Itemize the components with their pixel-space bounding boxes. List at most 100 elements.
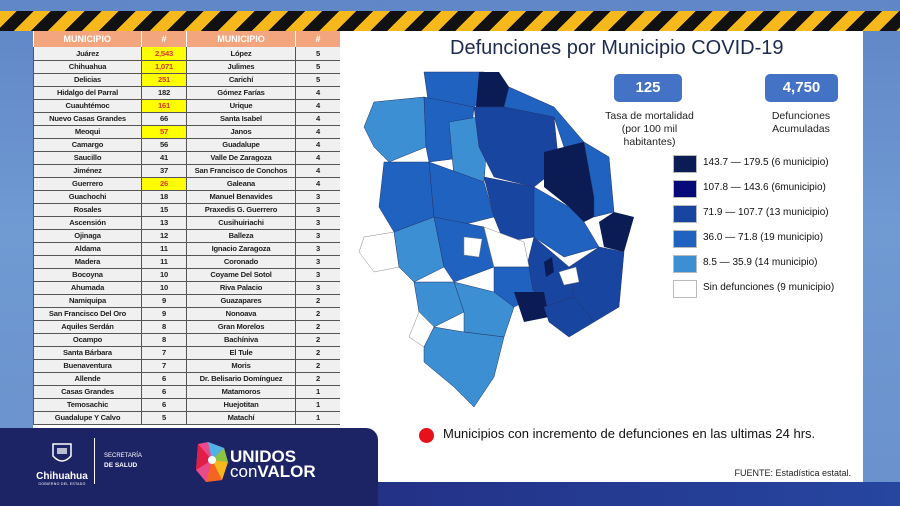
unidos-con-valor-emblem-icon (196, 442, 228, 482)
municipio-cell: Moris (186, 359, 296, 373)
count-cell: 3 (295, 203, 341, 217)
municipio-cell: Matamoros (186, 385, 296, 399)
footer-divider (94, 438, 95, 484)
count-cell: 18 (141, 190, 187, 204)
table-row: Buenaventura 7 Moris 2 (33, 359, 341, 373)
municipio-cell: Nonoava (186, 307, 296, 321)
count-cell: 4 (295, 151, 341, 165)
municipio-cell: Praxedis G. Guerrero (186, 203, 296, 217)
table-row: Ocampo 8 Bachíniva 2 (33, 333, 341, 347)
municipio-cell: Urique (186, 99, 296, 113)
count-cell: 26 (141, 177, 187, 191)
table-row: Saucillo 41 Valle De Zaragoza 4 (33, 151, 341, 165)
legend-swatch (673, 230, 697, 248)
table-header-row: MUNICIPIO # MUNICIPIO # (33, 31, 341, 47)
count-cell: 9 (141, 307, 187, 321)
legend-swatch (673, 255, 697, 273)
legend-swatch (673, 155, 697, 173)
table-row: Casas Grandes 6 Matamoros 1 (33, 385, 341, 399)
municipio-cell: Hidalgo del Parral (33, 86, 142, 100)
table-row: Delicias 251 Carichí 5 (33, 73, 341, 87)
municipio-cell: Coyame Del Sotol (186, 268, 296, 282)
municipio-cell: Guadalupe Y Calvo (33, 411, 142, 425)
municipio-cell: Delicias (33, 73, 142, 87)
count-cell: 6 (141, 372, 187, 386)
municipio-cell: Dr. Belisario Domínguez (186, 372, 296, 386)
count-cell: 10 (141, 268, 187, 282)
municipio-cell: Ojinaga (33, 229, 142, 243)
count-cell: 5 (295, 60, 341, 74)
municipio-cell: Guazapares (186, 294, 296, 308)
header-municipio-1: MUNICIPIO (33, 31, 142, 47)
count-cell: 11 (141, 255, 187, 269)
municipio-cell: Nuevo Casas Grandes (33, 112, 142, 126)
table-row: Guerrero 26 Galeana 4 (33, 177, 341, 191)
red-dot-icon (419, 428, 434, 443)
legend-label: 107.8 — 143.6 (6municipio) (703, 182, 826, 193)
count-cell: 3 (295, 255, 341, 269)
municipio-cell: Camargo (33, 138, 142, 152)
count-cell: 2,543 (141, 47, 187, 61)
table-row: Temosachic 6 Huejotitan 1 (33, 398, 341, 412)
count-cell: 251 (141, 73, 187, 87)
municipio-cell: Aldama (33, 242, 142, 256)
municipio-cell: Santa Bárbara (33, 346, 142, 360)
municipio-cell: Manuel Benavides (186, 190, 296, 204)
municipio-cell: Gómez Farías (186, 86, 296, 100)
count-cell: 4 (295, 112, 341, 126)
header-municipio-2: MUNICIPIO (186, 31, 296, 47)
count-cell: 5 (295, 47, 341, 61)
municipio-cell: Bachíniva (186, 333, 296, 347)
table-row: Chihuahua 1,071 Julimes 5 (33, 60, 341, 74)
count-cell: 12 (141, 229, 187, 243)
municipio-cell: Coronado (186, 255, 296, 269)
increment-note: Municipios con incremento de defunciones… (443, 426, 816, 441)
page-title: Defunciones por Municipio COVID-19 (450, 37, 784, 59)
municipio-cell: Guachochi (33, 190, 142, 204)
municipio-cell: Jiménez (33, 164, 142, 178)
count-cell: 2 (295, 346, 341, 360)
count-cell: 7 (141, 346, 187, 360)
municipio-cell: Janos (186, 125, 296, 139)
legend-swatch (673, 280, 697, 298)
count-cell: 1,071 (141, 60, 187, 74)
table-row: Namiquipa 9 Guazapares 2 (33, 294, 341, 308)
legend-label: 143.7 — 179.5 (6 municipio) (703, 157, 829, 168)
count-cell: 161 (141, 99, 187, 113)
municipio-cell: Matachí (186, 411, 296, 425)
table-row: Meoqui 57 Janos 4 (33, 125, 341, 139)
count-cell: 15 (141, 203, 187, 217)
deaths-by-municipality-table: MUNICIPIO # MUNICIPIO # Juárez 2,543 López… (33, 31, 341, 428)
municipio-cell: Cusihuiriachi (186, 216, 296, 230)
source-citation: FUENTE: Estadística estatal. (734, 468, 851, 478)
legend-label: 36.0 — 71.8 (19 municipio) (703, 232, 824, 243)
table-row: Hidalgo del Parral 182 Gómez Farías 4 (33, 86, 341, 100)
municipio-cell: El Tule (186, 346, 296, 360)
municipio-cell: Chihuahua (33, 60, 142, 74)
municipio-cell: Santa Isabel (186, 112, 296, 126)
table-row: Ahumada 10 Riva Palacio 3 (33, 281, 341, 295)
count-cell: 13 (141, 216, 187, 230)
table-row: Juárez 2,543 López 5 (33, 47, 341, 61)
count-cell: 11 (141, 242, 187, 256)
table-row: Madera 11 Coronado 3 (33, 255, 341, 269)
table-row: Camargo 56 Guadalupe 4 (33, 138, 341, 152)
map-panel: Defunciones por Municipio COVID-19 125 (340, 31, 863, 482)
mortality-rate-label: Tasa de mortalidad (por 100 mil habitant… (605, 110, 694, 148)
count-cell: 182 (141, 86, 187, 100)
count-cell: 41 (141, 151, 187, 165)
count-cell: 4 (295, 164, 341, 178)
count-cell: 2 (295, 372, 341, 386)
table-row: Aldama 11 Ignacio Zaragoza 3 (33, 242, 341, 256)
municipio-cell: Galeana (186, 177, 296, 191)
count-cell: 56 (141, 138, 187, 152)
municipio-cell: San Francisco de Conchos (186, 164, 296, 178)
municipio-cell: Saucillo (33, 151, 142, 165)
table-row: Nuevo Casas Grandes 66 Santa Isabel 4 (33, 112, 341, 126)
mortality-rate-badge: 125 (614, 74, 682, 102)
municipio-cell: López (186, 47, 296, 61)
table-row: Ojinaga 12 Balleza 3 (33, 229, 341, 243)
legend-swatch (673, 180, 697, 198)
count-cell: 8 (141, 333, 187, 347)
count-cell: 3 (295, 281, 341, 295)
